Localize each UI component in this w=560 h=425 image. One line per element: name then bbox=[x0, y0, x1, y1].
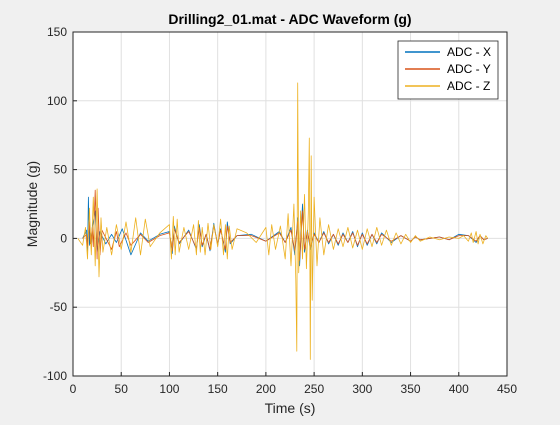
x-tick-label: 250 bbox=[304, 382, 324, 396]
series-line bbox=[82, 189, 488, 261]
y-tick-label: -50 bbox=[50, 300, 68, 314]
x-tick-label: 300 bbox=[352, 382, 372, 396]
x-tick-label: 0 bbox=[70, 382, 77, 396]
x-tick-label: 450 bbox=[497, 382, 517, 396]
legend-label: ADC - X bbox=[447, 45, 491, 59]
x-axis-label: Time (s) bbox=[265, 400, 316, 416]
y-tick-label: 150 bbox=[47, 25, 67, 39]
legend[interactable]: ADC - X ADC - Y ADC - Z bbox=[397, 40, 499, 100]
y-tick-label: -100 bbox=[43, 369, 67, 383]
legend-box bbox=[397, 40, 499, 100]
x-tick-label: 350 bbox=[401, 382, 421, 396]
y-tick-label: 0 bbox=[60, 231, 67, 245]
legend-label: ADC - Y bbox=[447, 62, 491, 76]
plot-frame bbox=[72, 31, 508, 377]
x-tick-label: 150 bbox=[208, 382, 228, 396]
series-3 bbox=[77, 82, 489, 360]
series-layer bbox=[77, 82, 489, 360]
y-axis-label: Magnitude (g) bbox=[24, 161, 40, 247]
x-axis-ticks: 0 50 100 150 200 250 300 350 400 450 bbox=[70, 372, 517, 396]
x-tick-label: 50 bbox=[115, 382, 129, 396]
series-2 bbox=[82, 189, 488, 261]
y-tick-label: 50 bbox=[54, 163, 68, 177]
x-tick-label: 200 bbox=[256, 382, 276, 396]
x-tick-label: 100 bbox=[159, 382, 179, 396]
chart-title: Drilling2_01.mat - ADC Waveform (g) bbox=[168, 11, 411, 27]
y-tick-label: 100 bbox=[47, 94, 67, 108]
legend-label: ADC - Z bbox=[447, 79, 490, 93]
series-line bbox=[77, 82, 489, 360]
x-tick-label: 400 bbox=[449, 382, 469, 396]
y-axis-ticks: -100 -50 0 50 100 150 bbox=[43, 25, 77, 383]
